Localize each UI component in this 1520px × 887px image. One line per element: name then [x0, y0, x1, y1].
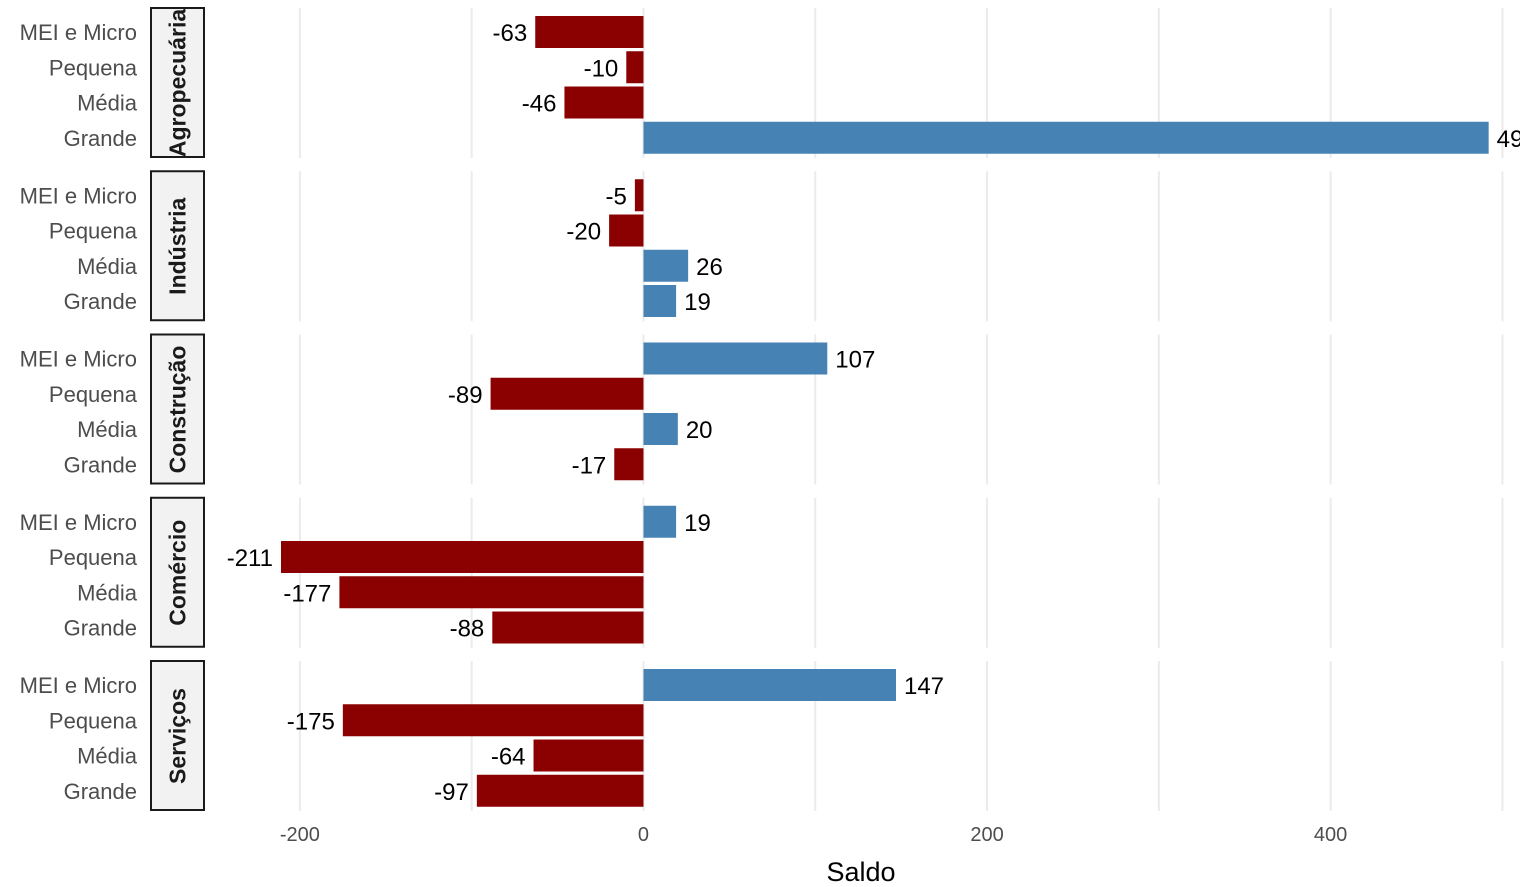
facet-label-servicos: Serviços	[165, 688, 191, 784]
y-axis-category-labels: MEI e Micro Pequena Média Grande MEI e Micro…	[20, 20, 138, 804]
y-tick-label-grande: Grande	[64, 779, 137, 804]
y-tick-label-grande: Grande	[64, 616, 137, 641]
bar-industria-mei-e-micro	[634, 179, 644, 212]
y-tick-label-media: Média	[77, 91, 138, 116]
y-tick-label-grande: Grande	[64, 452, 137, 477]
data-label-agropecuaria-grande: 492	[1497, 126, 1520, 153]
y-tick-label-grande: Grande	[64, 126, 137, 151]
bar-industria-pequena	[609, 214, 644, 247]
y-tick-label-grande: Grande	[64, 289, 137, 314]
facet-label-agropecuaria: Agropecuária	[165, 9, 191, 157]
y-tick-label-media: Média	[77, 254, 138, 279]
data-label-agropecuaria-media: -46	[522, 91, 557, 118]
x-tick-label: 200	[970, 824, 1003, 846]
data-label-servicos-media: -64	[491, 744, 526, 771]
y-tick-label-media: Média	[77, 580, 138, 605]
facet-strip-industria: Indústria	[150, 170, 205, 322]
y-tick-label-pequena: Pequena	[49, 545, 138, 570]
bar-construcao-mei-e-micro	[643, 342, 828, 375]
facet-strip-box	[150, 170, 205, 322]
data-label-servicos-pequena: -175	[287, 708, 335, 735]
x-axis-title: Saldo	[826, 857, 895, 887]
y-tick-label-mei-e-micro: MEI e Micro	[20, 20, 137, 45]
bar-agropecuaria-pequena	[626, 51, 644, 84]
bar-servicos-pequena	[342, 704, 644, 737]
x-tick-label: 400	[1314, 824, 1347, 846]
data-label-comercio-media: -177	[283, 580, 331, 607]
bar-construcao-media	[643, 413, 678, 445]
y-tick-label-pequena: Pequena	[49, 708, 138, 733]
bar-comercio-grande	[492, 611, 644, 644]
bar-agropecuaria-mei-e-micro	[535, 16, 644, 48]
data-label-construcao-mei-e-micro: 107	[835, 347, 875, 374]
facet-strip-comercio: Comércio	[150, 496, 205, 648]
data-label-construcao-pequena: -89	[448, 382, 483, 409]
data-label-construcao-media: 20	[686, 417, 713, 444]
facet-label-construcao: Construção	[165, 346, 191, 474]
bar-agropecuaria-media	[564, 86, 644, 119]
data-label-industria-pequena: -20	[566, 219, 601, 246]
bar-industria-media	[643, 249, 689, 282]
bar-construcao-grande	[614, 448, 644, 481]
facet-strip-box	[150, 660, 205, 811]
facet-strip-servicos: Serviços	[150, 660, 205, 811]
data-label-agropecuaria-pequena: -10	[584, 55, 619, 82]
data-labels: -63 -10 -46 492 -5-20 26 19 107 -89 20 -17 19 -211 -1…	[227, 20, 1520, 806]
facet-strips: Agropecuária Indústria Construção Comércio S…	[150, 7, 205, 811]
data-label-servicos-mei-e-micro: 147	[904, 673, 944, 700]
bar-agropecuaria-grande	[643, 121, 1489, 154]
y-tick-label-pequena: Pequena	[49, 219, 138, 244]
facet-label-comercio: Comércio	[165, 520, 191, 626]
data-label-industria-grande: 19	[684, 289, 711, 316]
bar-servicos-media	[533, 739, 644, 772]
facet-label-industria: Indústria	[165, 197, 191, 294]
bar-industria-grande	[643, 285, 677, 317]
y-tick-label-mei-e-micro: MEI e Micro	[20, 183, 137, 208]
facet-strip-box	[150, 496, 205, 648]
data-label-industria-mei-e-micro: -5	[606, 183, 627, 210]
data-label-comercio-mei-e-micro: 19	[684, 510, 711, 537]
x-axis-ticks: -200 0 200 400	[280, 824, 1347, 846]
bar-comercio-pequena	[280, 541, 644, 573]
y-tick-label-media: Média	[77, 744, 138, 769]
bar-servicos-grande	[476, 774, 644, 807]
bar-construcao-pequena	[490, 377, 644, 410]
x-tick-label: 0	[638, 824, 649, 846]
y-tick-label-mei-e-micro: MEI e Micro	[20, 510, 137, 535]
y-tick-label-pequena: Pequena	[49, 55, 138, 80]
y-tick-label-media: Média	[77, 417, 138, 442]
bar-servicos-mei-e-micro	[643, 669, 896, 701]
facet-strip-box	[150, 7, 205, 158]
data-label-construcao-grande: -17	[572, 452, 607, 479]
facet-strip-agropecuaria: Agropecuária	[150, 7, 205, 158]
bars	[280, 16, 1489, 807]
data-label-comercio-pequena: -211	[227, 545, 273, 572]
facet-strip-box	[150, 333, 205, 485]
y-tick-label-mei-e-micro: MEI e Micro	[20, 673, 137, 698]
bar-comercio-media	[339, 576, 644, 609]
bar-comercio-mei-e-micro	[643, 505, 677, 538]
y-tick-label-pequena: Pequena	[49, 382, 138, 407]
y-tick-label-mei-e-micro: MEI e Micro	[20, 347, 137, 372]
x-tick-label: -200	[280, 824, 320, 846]
data-label-agropecuaria-mei-e-micro: -63	[493, 20, 528, 47]
facet-strip-construcao: Construção	[150, 333, 205, 485]
data-label-comercio-grande: -88	[450, 616, 485, 643]
data-label-industria-media: 26	[696, 254, 723, 281]
data-label-servicos-grande: -97	[434, 779, 469, 806]
